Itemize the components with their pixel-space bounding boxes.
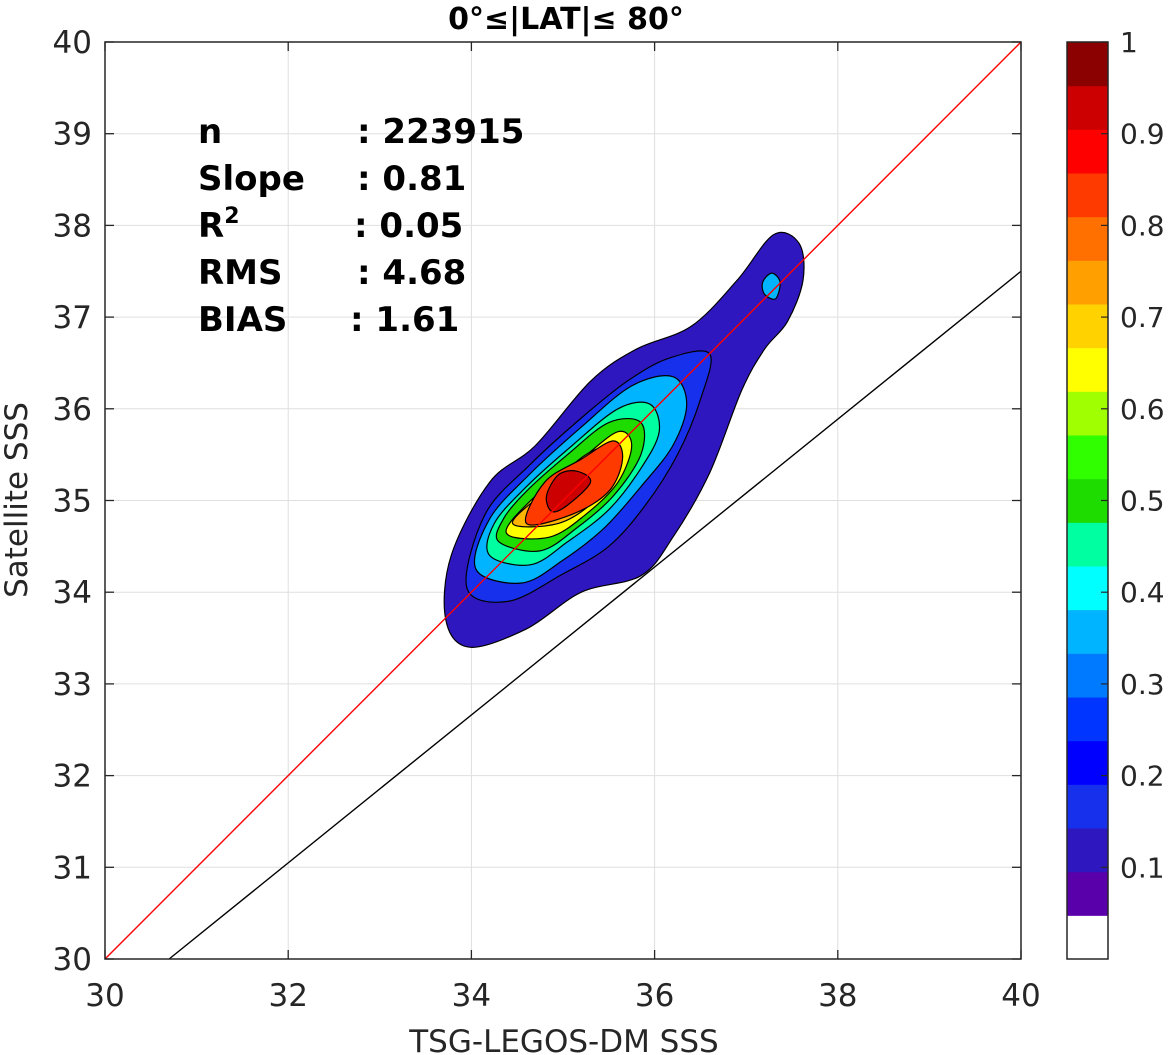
colorbar-segment <box>1067 435 1108 480</box>
colorbar-segment <box>1067 216 1108 261</box>
colorbar-segment <box>1067 391 1108 436</box>
colorbar: 0.1 0.2 0.3 0.4 0.5 0.6 0.7 0.8 0.9 1 <box>1066 26 1165 960</box>
colorbar-segment <box>1067 304 1108 349</box>
stat-value: : 4.68 <box>357 253 466 293</box>
stat-value: : 0.81 <box>357 159 466 199</box>
colorbar-segment <box>1067 697 1108 742</box>
colorbar-segment <box>1067 260 1108 305</box>
colorbar-segment <box>1067 871 1108 916</box>
colorbar-tick-label: 0.7 <box>1120 301 1165 334</box>
colorbar-segment <box>1067 85 1108 130</box>
x-tick-label: 38 <box>818 978 857 1014</box>
colorbar-segment <box>1067 129 1108 174</box>
y-tick-label: 33 <box>53 667 92 703</box>
colorbar-segment <box>1067 915 1108 960</box>
colorbar-segment <box>1067 609 1108 654</box>
x-tick-label: 34 <box>452 978 491 1014</box>
x-tick-label: 30 <box>85 978 124 1014</box>
stat-label: n <box>198 112 222 152</box>
stat-value: : 223915 <box>357 112 524 152</box>
x-tick-label: 40 <box>1001 978 1040 1014</box>
y-tick-label: 38 <box>53 208 92 244</box>
colorbar-segment <box>1067 522 1108 567</box>
colorbar-segment <box>1067 347 1108 392</box>
density-contour <box>761 272 781 300</box>
colorbar-tick-label: 0.4 <box>1120 576 1165 609</box>
stat-label: RMS <box>198 253 283 293</box>
stat-value: : 0.05 <box>354 206 463 246</box>
colorbar-segment <box>1067 653 1108 698</box>
stat-value: : 1.61 <box>350 300 459 340</box>
stat-superscript: 2 <box>224 204 239 229</box>
colorbar-tick-label: 0.1 <box>1120 851 1165 884</box>
colorbar-tick-label: 0.8 <box>1120 209 1165 242</box>
y-tick-label: 32 <box>53 759 92 795</box>
colorbar-segment <box>1067 740 1108 785</box>
colorbar-segment <box>1067 173 1108 218</box>
colorbar-tick-label: 0.2 <box>1120 760 1165 793</box>
stat-label: BIAS <box>198 300 287 340</box>
y-tick-label: 37 <box>53 300 92 336</box>
y-tick-label: 31 <box>53 850 92 886</box>
colorbar-tick-label: 0.3 <box>1120 668 1165 701</box>
density-contour <box>545 470 592 513</box>
colorbar-segment <box>1067 42 1108 87</box>
stat-label: Slope <box>198 159 305 199</box>
plot-area: 30 32 34 36 38 40 30 31 32 33 34 35 36 37 38 39 40 <box>53 25 1041 1014</box>
chart-title: 0°≤|LAT|≤ 80° <box>448 2 684 37</box>
y-tick-label: 36 <box>53 392 92 428</box>
y-axis-label: Satellite SSS <box>0 402 35 598</box>
colorbar-tick-label: 0.6 <box>1120 393 1165 426</box>
one-to-one-line <box>104 41 1022 960</box>
x-tick-label: 36 <box>635 978 674 1014</box>
colorbar-tick-label: 1 <box>1120 26 1138 59</box>
colorbar-tick-label: 0.5 <box>1120 485 1165 518</box>
y-tick-label: 30 <box>53 942 92 978</box>
colorbar-segment <box>1067 566 1108 611</box>
y-tick-label: 40 <box>53 25 92 61</box>
regression-line <box>168 270 1022 960</box>
colorbar-segment <box>1067 828 1108 873</box>
colorbar-segment <box>1067 784 1108 829</box>
y-tick-label: 39 <box>53 117 92 153</box>
x-tick-label: 32 <box>268 978 307 1014</box>
x-axis-label: TSG-LEGOS-DM SSS <box>408 1024 718 1055</box>
y-tick-label: 35 <box>53 484 92 520</box>
y-tick-label: 34 <box>53 575 92 611</box>
colorbar-tick-label: 0.9 <box>1120 118 1165 151</box>
